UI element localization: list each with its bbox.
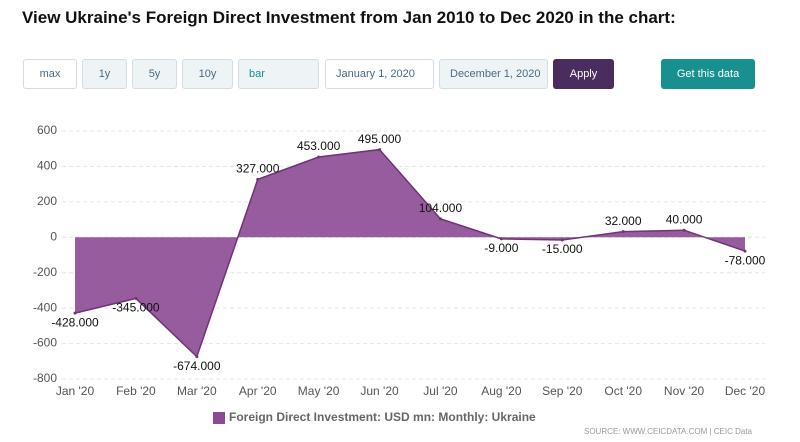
data-label: 453.000	[297, 139, 341, 153]
point	[73, 311, 77, 315]
chart-type-select[interactable]: bar	[238, 59, 319, 89]
y-tick-label: 0	[50, 229, 57, 243]
point	[621, 230, 625, 234]
x-tick-label: Jun '20	[360, 384, 399, 398]
data-label: -428.000	[51, 315, 99, 329]
y-tick-label: -400	[33, 300, 57, 314]
point	[195, 355, 199, 359]
x-tick-label: Jul '20	[423, 384, 458, 398]
data-label: 327.000	[236, 162, 280, 176]
get-data-button[interactable]: Get this data	[661, 59, 755, 89]
x-tick-label: Mar '20	[177, 384, 217, 398]
point	[378, 148, 382, 152]
y-tick-label: -200	[33, 265, 57, 279]
point	[743, 249, 747, 253]
point	[560, 238, 564, 242]
data-label: -15.000	[542, 242, 583, 256]
point	[499, 237, 503, 241]
point	[256, 177, 260, 181]
y-tick-label: -800	[33, 371, 57, 385]
point	[682, 228, 686, 232]
data-label: 32.000	[605, 214, 642, 228]
data-label: 104.000	[419, 201, 463, 215]
data-label: 40.000	[666, 212, 703, 226]
x-tick-label: Apr '20	[239, 384, 277, 398]
point	[134, 296, 138, 300]
x-tick-label: Feb '20	[116, 384, 156, 398]
x-tick-label: Sep '20	[542, 384, 583, 398]
range-button[interactable]: max	[23, 59, 77, 89]
y-tick-label: 200	[37, 194, 57, 208]
line	[74, 148, 746, 359]
x-tick-label: May '20	[298, 384, 340, 398]
x-tick-label: Dec '20	[725, 384, 766, 398]
start-date-input[interactable]: January 1, 2020	[325, 59, 434, 89]
y-tick-label: -600	[33, 336, 57, 350]
range-button[interactable]: 10y	[182, 59, 233, 89]
data-label: -9.000	[484, 241, 518, 255]
y-tick-label: 600	[37, 123, 57, 137]
range-button[interactable]: 1y	[82, 59, 127, 89]
data-label: 495.000	[358, 132, 402, 146]
legend-label: Foreign Direct Investment: USD mn: Month…	[229, 410, 536, 424]
x-tick-label: Nov '20	[664, 384, 705, 398]
page-title: View Ukraine's Foreign Direct Investment…	[22, 8, 676, 27]
point	[317, 155, 321, 159]
point	[438, 217, 442, 221]
range-button[interactable]: 5y	[132, 59, 177, 89]
legend-swatch	[213, 412, 225, 424]
data-label: -78.000	[725, 253, 766, 267]
area	[75, 149, 745, 357]
end-date-input[interactable]: December 1, 2020	[439, 59, 548, 89]
x-tick-label: Aug '20	[481, 384, 522, 398]
x-tick-label: Jan '20	[56, 384, 95, 398]
source: SOURCE: WWW.CEICDATA.COM | CEIC Data	[584, 427, 753, 436]
data-label: -674.000	[173, 359, 221, 373]
data-label: -345.000	[112, 301, 160, 315]
apply-button[interactable]: Apply	[553, 59, 614, 89]
y-tick-label: 400	[37, 159, 57, 173]
x-tick-label: Oct '20	[604, 384, 642, 398]
